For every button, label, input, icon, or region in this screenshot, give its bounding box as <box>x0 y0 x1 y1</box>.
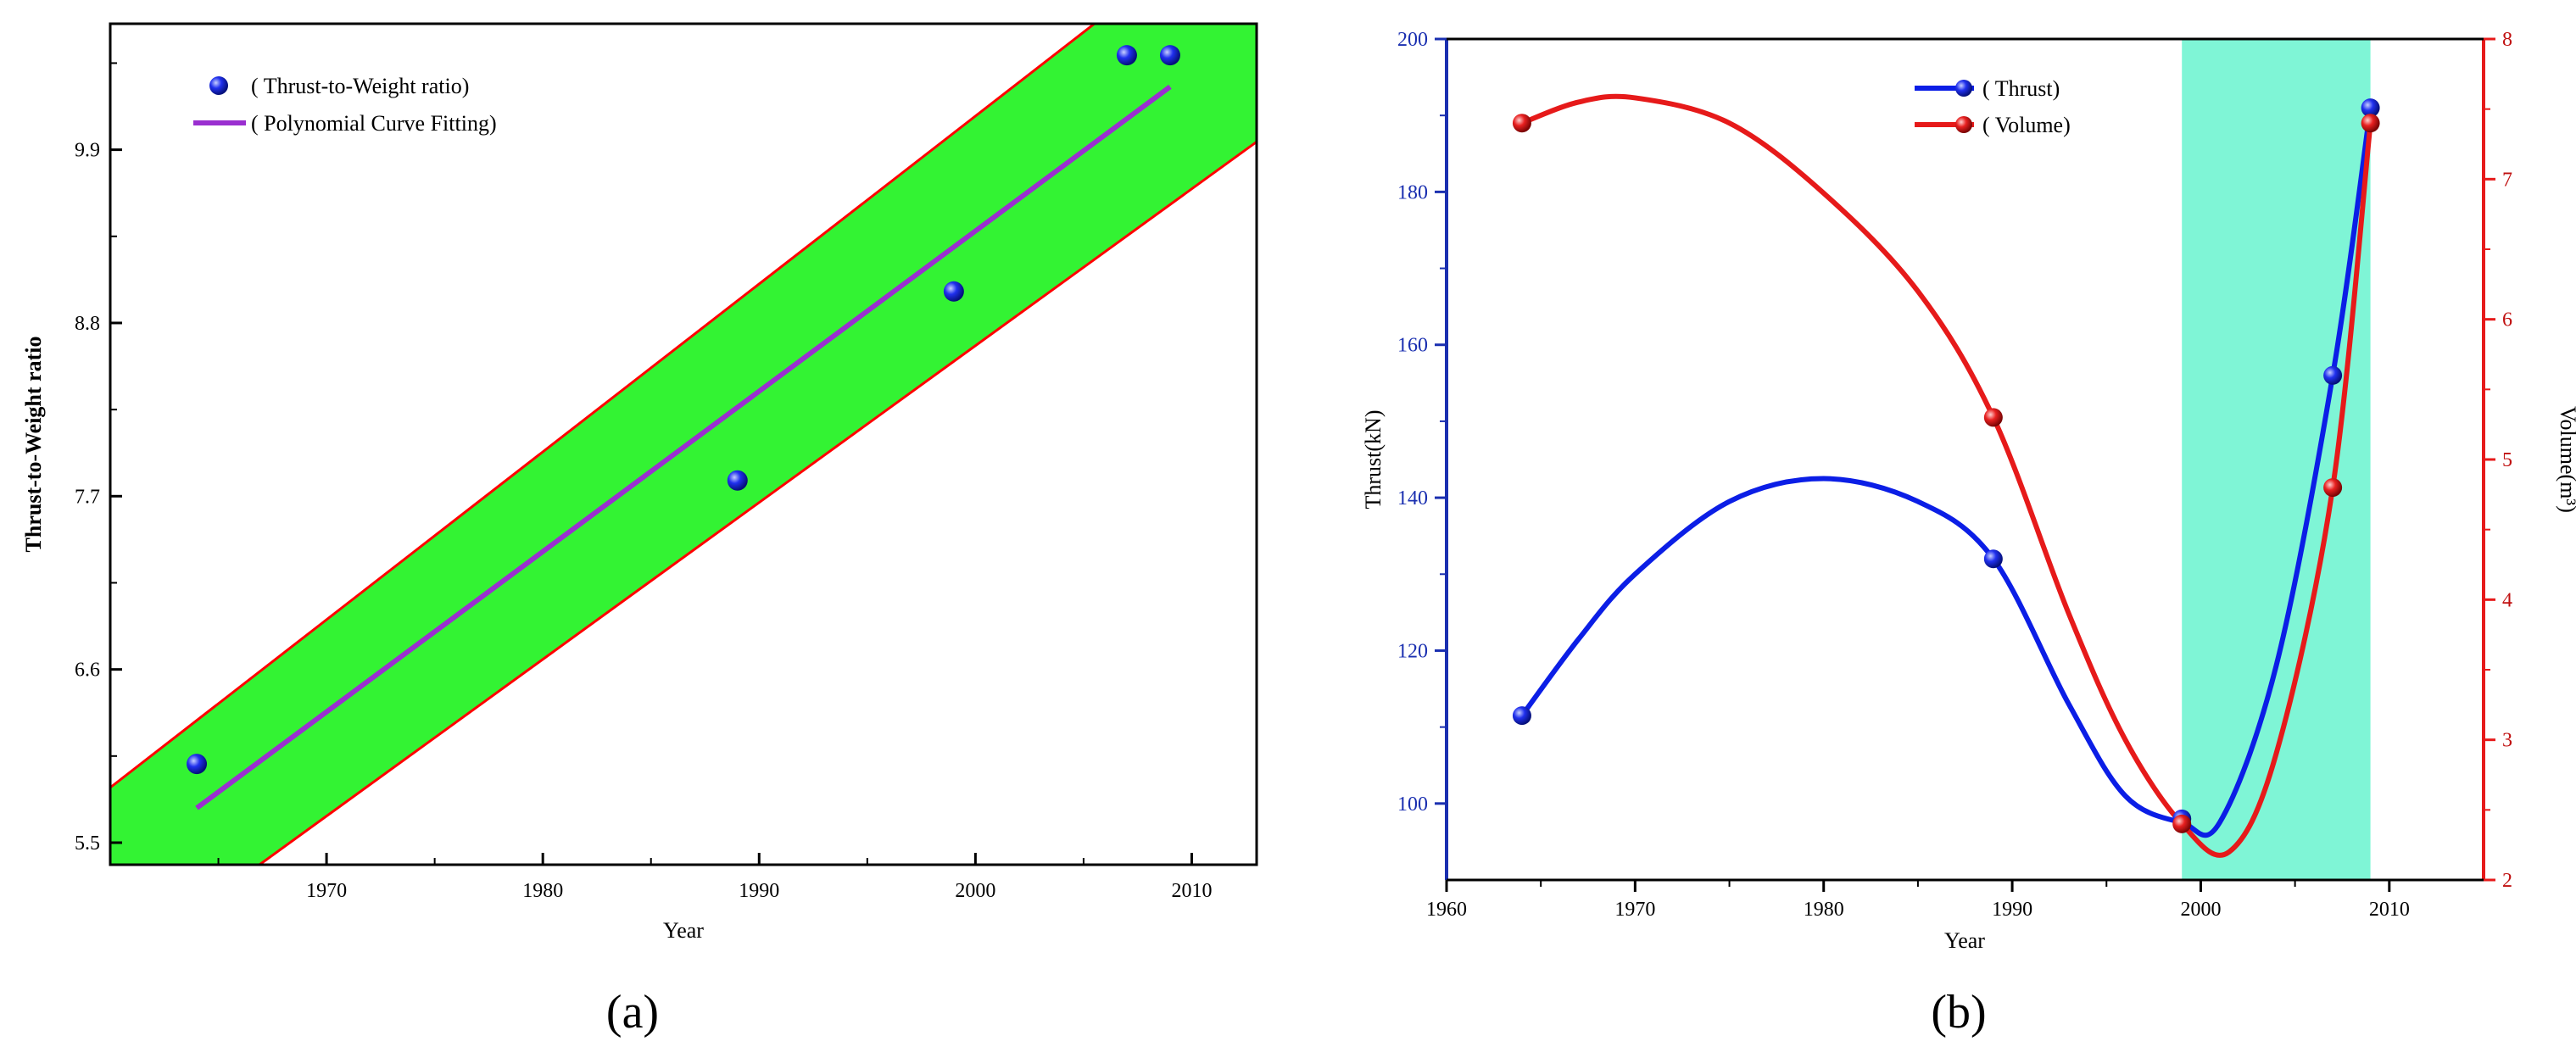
chart-b: 1960 1970 1980 1990 2000 2010 100 120 140 160 180… <box>1361 29 2576 1039</box>
chart-a-legend-marker-points <box>209 76 228 95</box>
chart-b-panel-label: (b) <box>1931 986 1986 1039</box>
chart-b-legend-label-volume: ( Volume) <box>1982 113 2071 137</box>
chart-a-y-axis-title: Thrust-to-Weight ratio <box>21 337 46 553</box>
chart-b-y-axis-title-right: Volume(m³) <box>2556 406 2576 513</box>
chart-a-point <box>727 470 748 491</box>
chart-a-x-tick-label: 1990 <box>739 880 779 902</box>
chart-a-x-tick-label: 1970 <box>306 880 347 902</box>
chart-b-x-tick-label: 2000 <box>2180 899 2221 921</box>
chart-b-legend-label-thrust: ( Thrust) <box>1982 76 2060 101</box>
chart-a-legend: ( Thrust-to-Weight ratio) ( Polynomial C… <box>193 74 497 136</box>
chart-a-point <box>187 754 208 775</box>
chart-b-volume-point <box>1512 114 1531 133</box>
chart-b-volume-point <box>2323 478 2343 498</box>
chart-a-y-tick-label: 8.8 <box>75 313 100 335</box>
chart-b-y-tick-label-left: 180 <box>1397 181 1428 203</box>
chart-a-legend-label-fit: ( Polynomial Curve Fitting) <box>251 111 497 136</box>
chart-b-x-tick-label: 2010 <box>2369 899 2410 921</box>
chart-b-y-tick-label-left: 120 <box>1397 640 1428 662</box>
chart-a-band-upper-edge <box>110 24 1096 789</box>
chart-a-point <box>943 281 964 302</box>
chart-b-volume-point <box>2172 814 2192 833</box>
chart-a-fit-line <box>195 84 1172 810</box>
chart-a-x-tick-label: 2010 <box>1171 880 1212 902</box>
chart-a-point <box>1159 45 1180 66</box>
chart-a-x-ticks: 1970 1980 1990 2000 2010 <box>217 853 1212 902</box>
chart-b-y-tick-label-left: 160 <box>1397 335 1428 357</box>
chart-b-y-tick-label-left: 200 <box>1397 29 1428 51</box>
chart-a-points <box>187 45 1180 775</box>
chart-b-y-tick-label-right: 2 <box>2502 870 2512 892</box>
chart-b-y-ticks-left: 100 120 140 160 180 200 <box>1397 29 1447 816</box>
chart-b-y-tick-label-right: 4 <box>2502 589 2512 611</box>
chart-a-y-tick-label: 7.7 <box>75 486 100 508</box>
chart-b-x-axis-title: Year <box>1944 928 1985 953</box>
chart-b-thrust-point <box>1983 549 2003 569</box>
chart-b-x-tick-label: 1980 <box>1804 899 1844 921</box>
chart-b-y-tick-label-left: 140 <box>1397 487 1428 510</box>
chart-b-y-tick-label-right: 3 <box>2502 730 2512 752</box>
chart-b-x-tick-label: 1960 <box>1426 899 1467 921</box>
chart-a-x-tick-label: 1980 <box>522 880 563 902</box>
chart-b-y-tick-label-right: 5 <box>2502 449 2512 471</box>
chart-b-y-ticks-right: 2 3 4 5 6 7 8 <box>2484 29 2512 892</box>
chart-a-x-tick-label: 2000 <box>955 880 995 902</box>
chart-a-legend-label-points: ( Thrust-to-Weight ratio) <box>251 74 469 98</box>
chart-b-x-tick-label: 1970 <box>1614 899 1655 921</box>
chart-b-x-ticks: 1960 1970 1980 1990 2000 2010 <box>1426 880 2410 921</box>
chart-a-plot-frame <box>109 22 1258 866</box>
chart-b-volume-point <box>2361 114 2380 133</box>
chart-b-y-axis-title-left: Thrust(kN) <box>1361 410 1386 510</box>
chart-a-band-lower-edge <box>259 141 1257 865</box>
chart-b-thrust-point <box>2323 365 2343 385</box>
chart-a: 1970 1980 1990 2000 2010 5.5 6.6 7.7 8.8 9.9 Yea… <box>21 22 1258 1039</box>
chart-b-y-tick-label-left: 100 <box>1397 794 1428 816</box>
chart-b-y-tick-label-right: 8 <box>2502 29 2512 51</box>
chart-a-panel-label: (a) <box>606 986 659 1039</box>
chart-b-legend: ( Thrust) ( Volume) <box>1915 76 2071 137</box>
chart-b-legend-ball-volume <box>1955 116 1972 133</box>
chart-a-y-tick-label: 9.9 <box>75 140 100 162</box>
chart-b-volume-point <box>1983 408 2003 427</box>
chart-b-volume-curve <box>1520 93 2373 858</box>
chart-b-thrust-curve <box>1519 107 2373 838</box>
chart-a-y-ticks: 5.5 6.6 7.7 8.8 9.9 <box>75 62 122 855</box>
chart-a-point <box>1116 45 1137 66</box>
chart-b-legend-ball-thrust <box>1955 80 1972 97</box>
chart-b-thrust-point <box>1512 706 1531 726</box>
chart-a-x-axis-title: Year <box>663 918 704 943</box>
chart-a-y-tick-label: 6.6 <box>75 660 100 682</box>
chart-b-thrust-point <box>2361 98 2380 118</box>
chart-a-y-tick-label: 5.5 <box>75 832 100 855</box>
chart-b-y-tick-label-right: 7 <box>2502 169 2512 191</box>
chart-b-x-tick-label: 1990 <box>1992 899 2032 921</box>
chart-b-y-tick-label-right: 6 <box>2502 309 2512 331</box>
chart-b-points <box>1512 98 2380 833</box>
